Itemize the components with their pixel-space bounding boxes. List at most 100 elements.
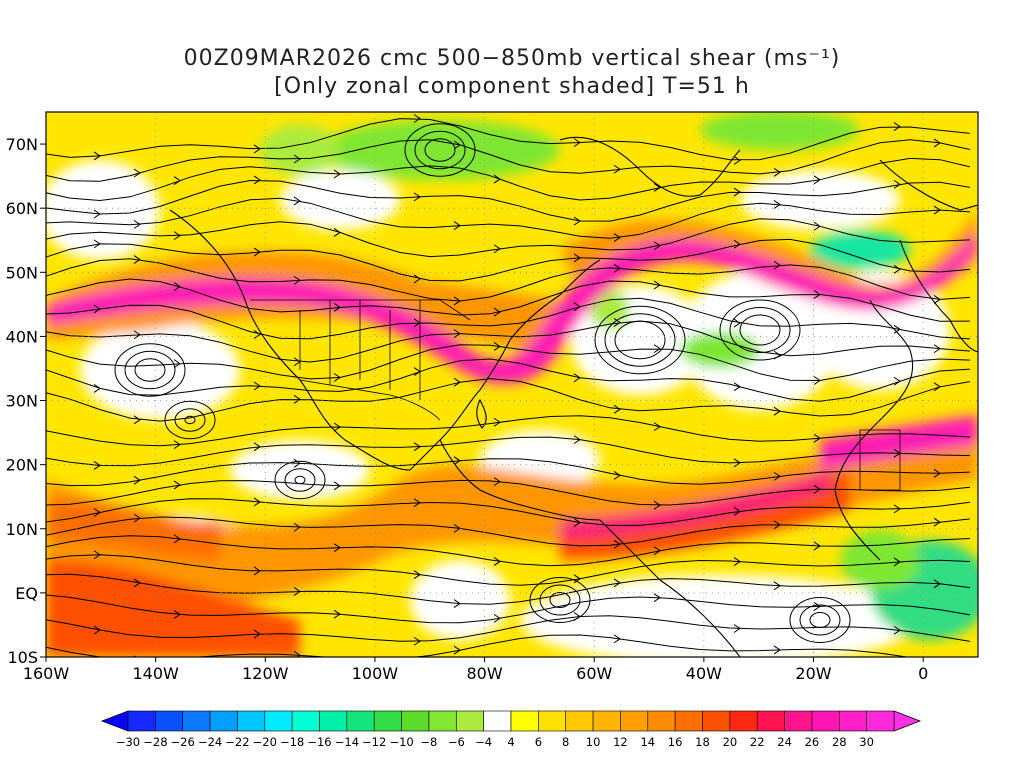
lon-label: 20W xyxy=(795,664,831,683)
streamline xyxy=(46,118,971,161)
colorbar-swatch xyxy=(346,710,375,732)
streamline-arrow xyxy=(173,610,181,619)
streamline-arrow xyxy=(133,578,141,588)
eddy-streamline xyxy=(284,468,316,492)
streamline xyxy=(46,297,971,340)
colorbar-swatch xyxy=(237,710,266,732)
colorbar-swatch xyxy=(565,710,594,732)
streamline-arrow xyxy=(893,557,901,567)
colorbar-swatch xyxy=(373,710,402,732)
streamline-arrow xyxy=(173,282,181,291)
streamline-arrow xyxy=(773,350,781,360)
eddy-streamline xyxy=(719,299,801,361)
streamline-arrow xyxy=(293,154,301,164)
streamline-arrow xyxy=(653,593,661,603)
eddy-streamline xyxy=(164,400,216,440)
eddy-streamline xyxy=(604,313,676,367)
colorbar-swatch xyxy=(455,710,484,732)
streamline-arrow xyxy=(413,442,421,452)
streamline xyxy=(46,278,971,322)
colorbar-swatch xyxy=(182,710,211,732)
colorbar-label: −26 xyxy=(171,735,195,749)
streamline-arrow xyxy=(413,570,421,580)
lat-label: EQ xyxy=(15,584,38,603)
streamline-arrow xyxy=(773,200,781,209)
streamline-arrow xyxy=(573,253,581,263)
colorbar-label: 10 xyxy=(586,735,601,749)
colorbar-label: 14 xyxy=(640,735,655,749)
colorbar-label: −18 xyxy=(280,735,304,749)
colorbar-swatch xyxy=(784,710,813,732)
streamline-arrow xyxy=(573,216,581,226)
streamline-arrow xyxy=(173,534,181,544)
colorbar-label: −16 xyxy=(307,735,331,749)
streamline-arrow xyxy=(733,155,741,165)
streamline xyxy=(46,594,971,624)
colorbar-label: 8 xyxy=(562,735,569,749)
colorbar-label: 12 xyxy=(613,735,628,749)
colorbar-label: 24 xyxy=(777,735,792,749)
streamline xyxy=(46,378,971,422)
colorbar-label: −24 xyxy=(198,735,222,749)
colorbar-label: −6 xyxy=(448,735,465,749)
longitude-axis: 160W 140W 120W 100W 80W 60W 40W 20W 0 xyxy=(23,657,928,683)
colorbar-swatch xyxy=(702,710,731,732)
streamline-arrow xyxy=(733,624,741,633)
streamline-arrow xyxy=(93,550,101,560)
colorbar-label: −28 xyxy=(143,735,167,749)
streamline-arrow xyxy=(573,612,581,621)
streamline-arrow xyxy=(333,302,341,312)
streamline-arrow xyxy=(333,609,341,619)
streamline-arrow xyxy=(733,382,741,392)
colorbar-swatch xyxy=(510,710,539,732)
streamline-arrow xyxy=(773,167,781,177)
streamline-arrow xyxy=(133,219,141,229)
streamline-arrow xyxy=(333,481,341,491)
streamline-arrow xyxy=(93,239,101,249)
streamline-arrow xyxy=(333,422,341,432)
lat-label: 20N xyxy=(6,456,38,475)
streamline-arrow xyxy=(733,506,741,516)
streamline-arrow xyxy=(253,247,261,257)
streamline-arrow xyxy=(653,500,661,510)
streamline-arrow xyxy=(173,231,181,241)
eddy-streamline xyxy=(414,130,466,170)
map-frame xyxy=(45,111,979,658)
streamline-arrow xyxy=(453,140,461,150)
colorbar-label: −30 xyxy=(116,735,140,749)
lon-label: 80W xyxy=(466,664,502,683)
colorbar-label: −14 xyxy=(335,735,359,749)
eddy-streamline xyxy=(799,604,841,636)
lon-label: 40W xyxy=(686,664,722,683)
eddy-streamline xyxy=(729,307,791,353)
colorbar-label: 26 xyxy=(805,735,820,749)
streamline-arrow xyxy=(773,645,781,655)
streamline-arrow xyxy=(613,263,621,273)
streamline-arrow xyxy=(293,650,301,657)
lon-label: 140W xyxy=(132,664,179,683)
streamline xyxy=(46,358,971,402)
streamline-arrow xyxy=(733,557,741,566)
streamline-arrow xyxy=(253,381,261,391)
lat-label: 10S xyxy=(7,648,38,667)
streamline-arrow xyxy=(413,498,421,508)
streamline xyxy=(46,436,971,467)
colorbar-swatch xyxy=(209,710,238,732)
streamline-arrow xyxy=(293,196,301,206)
streamline-arrow xyxy=(773,471,781,481)
streamline-arrow xyxy=(413,192,421,202)
streamline-arrow xyxy=(933,344,941,354)
eddy-streamline xyxy=(789,597,851,643)
streamline-arrow xyxy=(413,114,421,123)
streamline-arrow xyxy=(333,169,341,179)
streamline-arrow xyxy=(173,440,181,450)
lon-label: 100W xyxy=(352,664,399,683)
streamline-arrow xyxy=(733,318,741,328)
colorbar-swatch xyxy=(811,710,840,732)
streamline-arrow xyxy=(733,458,741,468)
streamline-arrow xyxy=(653,546,661,556)
streamline-arrow xyxy=(293,275,301,285)
streamline-arrow xyxy=(293,587,301,596)
colorbar-swatch xyxy=(319,710,348,732)
streamline-arrow xyxy=(93,383,101,393)
